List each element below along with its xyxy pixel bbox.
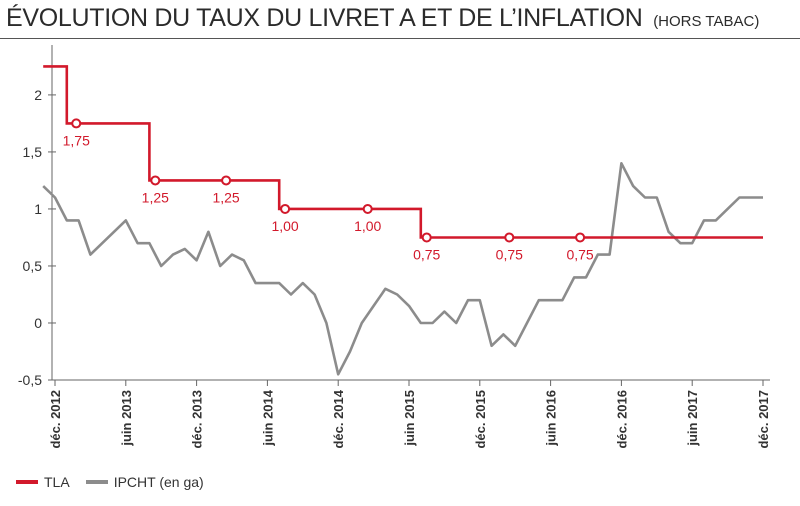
legend-swatch-ipcht bbox=[85, 480, 108, 484]
tla-marker bbox=[221, 175, 232, 186]
series-line-ipcht bbox=[42, 162, 763, 376]
chart: -0,5 0 0,5 1 1,5 2 déc. 2012 juin 2013 déc. 2013… bbox=[18, 45, 771, 449]
x-tick-label: juin 2014 bbox=[260, 389, 275, 446]
tla-data-label: 0,75 bbox=[413, 246, 440, 262]
series-line-tla bbox=[43, 65, 763, 239]
tla-marker bbox=[71, 118, 82, 129]
x-tick-label: juin 2017 bbox=[685, 390, 700, 447]
tla-data-label: 1,00 bbox=[271, 218, 298, 234]
tla-data-label: 1,25 bbox=[212, 189, 239, 205]
tla-marker bbox=[150, 175, 161, 186]
chart-title: ÉVOLUTION DU TAUX DU LIVRET A ET DE L’IN… bbox=[6, 4, 759, 33]
y-tick-label: 0,5 bbox=[23, 258, 43, 274]
x-tick-label: juin 2015 bbox=[402, 390, 417, 447]
x-tick-label: juin 2016 bbox=[544, 390, 559, 447]
x-tick-label: déc. 2012 bbox=[48, 390, 63, 449]
y-tick-label: -0,5 bbox=[18, 372, 42, 388]
x-tick-label: déc. 2017 bbox=[756, 390, 771, 449]
tla-marker bbox=[280, 203, 291, 214]
tla-data-label: 0,75 bbox=[566, 246, 593, 262]
tla-marker bbox=[421, 232, 432, 243]
tla-data-label: 1,25 bbox=[142, 189, 169, 205]
x-tick-label: déc. 2013 bbox=[190, 390, 205, 449]
tla-data-label: 1,00 bbox=[354, 218, 381, 234]
legend-label-ipcht: IPCHT (en ga) bbox=[113, 474, 204, 490]
legend-item-tla: TLA bbox=[16, 474, 70, 490]
legend: TLA IPCHT (en ga) bbox=[16, 474, 220, 490]
y-tick-label: 1 bbox=[34, 201, 42, 217]
title-rule bbox=[0, 38, 800, 39]
chart-subtitle: (HORS TABAC) bbox=[653, 13, 760, 30]
x-tick-label: déc. 2015 bbox=[473, 390, 488, 449]
legend-swatch-tla bbox=[16, 480, 38, 484]
y-tick-label: 0 bbox=[34, 315, 42, 331]
tla-marker bbox=[504, 232, 515, 243]
tla-marker bbox=[362, 203, 373, 214]
y-tick-label: 2 bbox=[34, 87, 42, 103]
y-tick-label: 1,5 bbox=[23, 144, 43, 160]
x-tick-label: déc. 2016 bbox=[614, 390, 629, 449]
legend-label-tla: TLA bbox=[44, 474, 70, 490]
chart-title-text: ÉVOLUTION DU TAUX DU LIVRET A ET DE L’IN… bbox=[6, 4, 643, 32]
legend-item-ipcht: IPCHT (en ga) bbox=[85, 474, 204, 490]
x-tick-label: déc. 2014 bbox=[331, 389, 346, 448]
tla-data-label: 1,75 bbox=[63, 132, 90, 148]
x-tick-label: juin 2013 bbox=[119, 390, 134, 447]
tla-data-label: 0,75 bbox=[496, 246, 523, 262]
tla-marker bbox=[575, 232, 586, 243]
